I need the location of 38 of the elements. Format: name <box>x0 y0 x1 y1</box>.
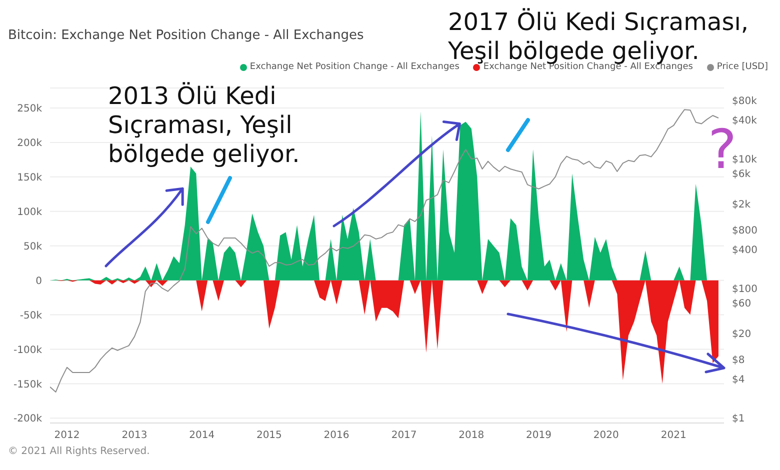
y2-tick-label: $20 <box>732 329 752 340</box>
y-tick-label: -50k <box>20 310 42 322</box>
x-tick-label: 2020 <box>593 430 619 442</box>
y-tick-label: -150k <box>14 379 42 390</box>
x-tick-label: 2018 <box>458 430 484 442</box>
y2-tick-label: $2k <box>732 200 751 211</box>
y-tick-label: 50k <box>23 241 42 252</box>
y2-tick-label: $800 <box>732 225 758 236</box>
y2-tick-label: $80k <box>732 96 758 108</box>
y-tick-label: 0 <box>36 276 42 287</box>
text: © 2021 All Rights Reserved. <box>8 446 150 457</box>
y2-tick-label: $6k <box>732 168 751 180</box>
x-tick-label: 2012 <box>54 430 80 442</box>
x-tick-label: 2017 <box>391 430 417 442</box>
y2-tick-label: $8 <box>732 354 745 366</box>
x-tick-label: 2014 <box>189 430 215 442</box>
y-tick-label: 200k <box>17 138 42 150</box>
y2-tick-label: $40k <box>732 116 758 127</box>
y2-tick-label: $1 <box>732 413 745 424</box>
y2-tick-label: $4 <box>732 374 745 386</box>
y-tick-label: -100k <box>14 344 42 356</box>
y2-tick-label: $60 <box>732 298 752 310</box>
x-tick-label: 2019 <box>526 430 552 442</box>
legend-label: Price [USD] <box>716 62 768 72</box>
x-tick-label: 2021 <box>660 430 686 442</box>
x-tick-label: 2016 <box>324 430 350 442</box>
y-tick-label: 150k <box>17 172 42 184</box>
chart-title: Bitcoin: Exchange Net Position Change - All Exchanges <box>8 28 364 43</box>
y-tick-label: 100k <box>17 206 42 218</box>
y2-tick-label: $100 <box>732 284 758 295</box>
annotation: 2013 Ölü Kedi Sıçraması, Yeşil bölgede geliyor. <box>108 82 301 169</box>
y2-tick-label: $400 <box>732 244 758 256</box>
y2-tick-label: $10k <box>732 154 758 166</box>
y-tick-label: 250k <box>17 104 42 115</box>
legend-label: Exchange Net Position Change - All Exchanges <box>250 62 460 72</box>
x-tick-label: 2013 <box>122 430 148 442</box>
y-tick-label: -200k <box>14 414 42 425</box>
x-tick-label: 2015 <box>256 430 282 442</box>
